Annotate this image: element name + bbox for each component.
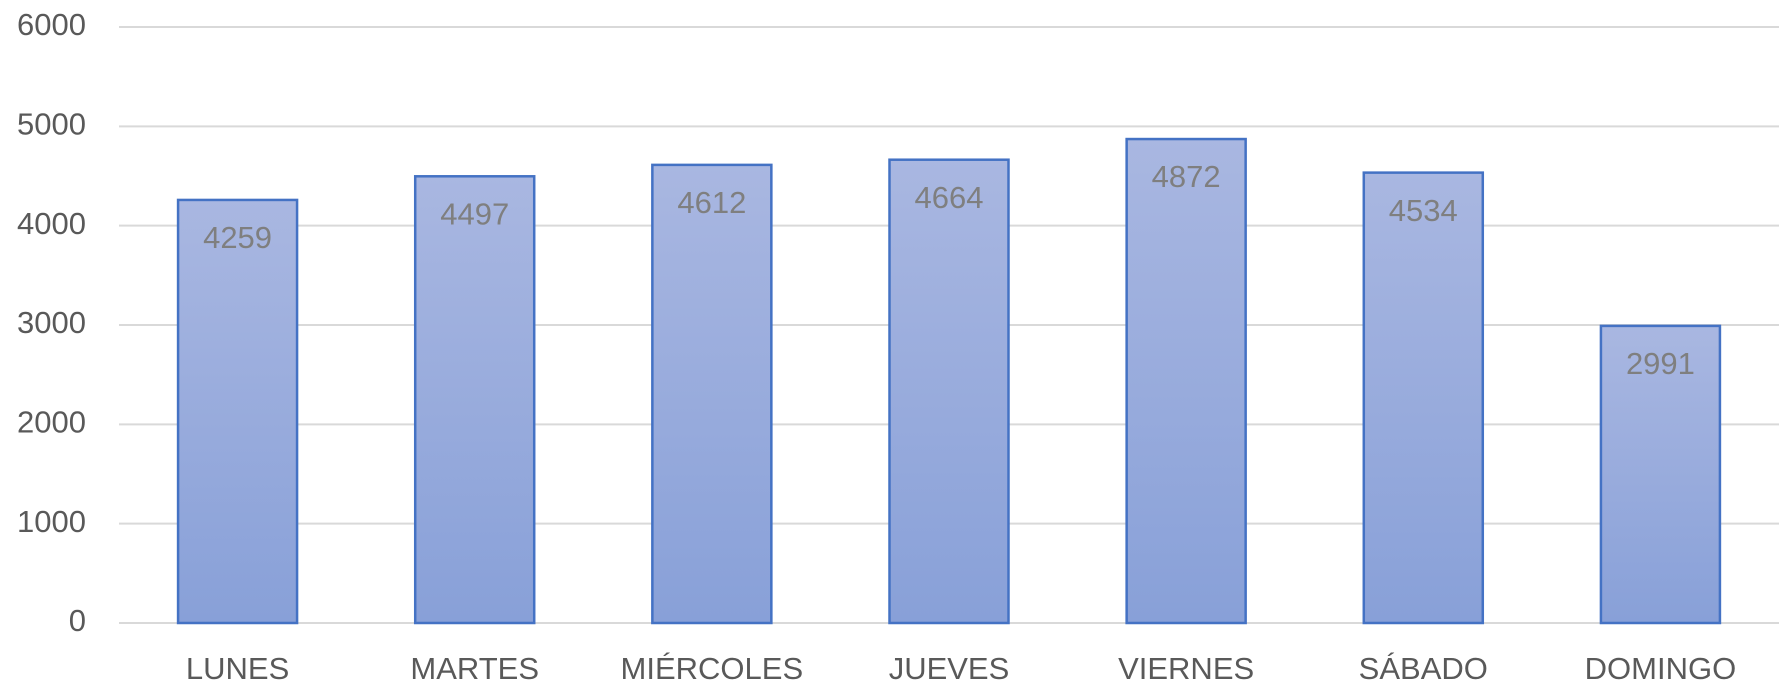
y-tick-label: 3000: [17, 305, 86, 340]
y-tick-label: 2000: [17, 405, 86, 440]
x-tick-label: JUEVES: [889, 651, 1010, 686]
data-label: 4259: [203, 220, 272, 255]
y-tick-label: 6000: [17, 7, 86, 42]
x-tick-label: SÁBADO: [1359, 651, 1488, 686]
bar: [1599, 324, 1722, 625]
x-tick-label: VIERNES: [1118, 651, 1254, 686]
bar: [1125, 137, 1247, 625]
y-tick-label: 4000: [17, 206, 86, 241]
bar: [651, 163, 773, 625]
data-label: 4534: [1389, 193, 1458, 228]
y-tick-label: 5000: [17, 107, 86, 142]
data-label: 4664: [915, 180, 984, 215]
x-tick-label: MIÉRCOLES: [621, 651, 804, 686]
x-tick-label: DOMINGO: [1585, 651, 1737, 686]
data-label: 2991: [1626, 346, 1695, 381]
y-tick-label: 0: [69, 603, 86, 638]
y-tick-label: 1000: [17, 504, 86, 539]
data-label: 4497: [440, 196, 509, 231]
data-label: 4872: [1152, 159, 1221, 194]
bar: [413, 175, 536, 625]
bar: [1362, 171, 1485, 625]
x-tick-label: LUNES: [186, 651, 289, 686]
bar: [888, 158, 1010, 625]
bar: [176, 198, 299, 625]
data-label: 4612: [677, 185, 746, 220]
x-tick-label: MARTES: [410, 651, 539, 686]
